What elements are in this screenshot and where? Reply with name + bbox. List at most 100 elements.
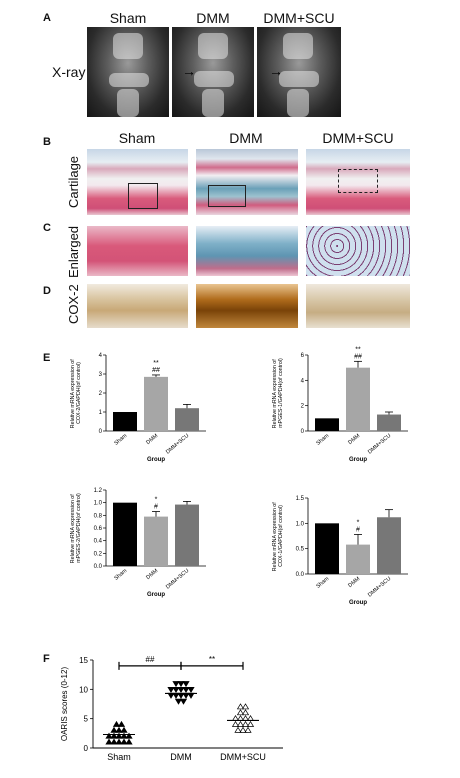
- x-tick-label: DMM+SCU: [367, 433, 392, 456]
- chart-oaris: OARIS scores (0-12) 0 5 10 15 Sham DMM DMM+SCU #…: [60, 655, 283, 762]
- bar-dmm-scu: [377, 517, 401, 574]
- y-tick-label: 1.2: [94, 488, 103, 494]
- x-tick-label: DMM+SCU: [220, 752, 266, 762]
- cartilage-image-dmm-scu: [306, 149, 410, 215]
- y-tick-label: 0.4: [94, 539, 103, 545]
- panel-b-row-label: Cartilage: [66, 155, 81, 208]
- enlarged-image-sham: [87, 226, 188, 276]
- x-axis-label: Group: [147, 592, 165, 598]
- data-point-sham: [125, 738, 133, 745]
- data-point-sham: [120, 732, 128, 739]
- data-point-dmm: [179, 698, 188, 705]
- bar-dmm-scu: [175, 408, 199, 431]
- significance-label: *: [155, 497, 158, 504]
- panel-a-col-sham: Sham: [109, 10, 147, 26]
- data-point-sham: [105, 732, 113, 739]
- bar-sham: [315, 418, 339, 431]
- bar-sham: [113, 412, 137, 431]
- bar-dmm: [144, 516, 168, 566]
- significance-label: **: [209, 655, 215, 664]
- cox2-image-sham: [87, 284, 188, 328]
- x-axis-label: Group: [147, 457, 165, 463]
- data-point-dmm: [172, 681, 180, 688]
- bar-sham: [113, 502, 137, 566]
- data-point-dmm-scu: [239, 726, 247, 733]
- data-point-dmm: [187, 686, 195, 694]
- panel-c-letter: C: [43, 222, 51, 234]
- data-point-dmm: [182, 681, 190, 688]
- y-tick-label: 2: [99, 391, 103, 397]
- x-tick-label: DMM: [347, 576, 361, 589]
- data-point-dmm: [172, 686, 180, 694]
- data-point-dmm: [167, 686, 175, 694]
- x-tick-label: DMM: [347, 433, 361, 446]
- significance-label: #: [154, 504, 158, 511]
- data-point-dmm-scu: [236, 720, 245, 727]
- y-tick-label: 1.0: [94, 501, 103, 507]
- bar-dmm: [346, 367, 370, 431]
- significance-label: ##: [152, 367, 160, 374]
- x-tick-label: Sham: [113, 568, 128, 582]
- significance-label: *: [357, 519, 360, 526]
- bar-sham: [315, 523, 339, 574]
- y-tick-label: 6: [301, 353, 305, 359]
- arrow-icon: →: [182, 63, 196, 79]
- data-point-dmm: [177, 686, 185, 694]
- y-axis-label: Relative mRNA expression of COX-1/GAPDH(…: [272, 501, 284, 571]
- x-tick-label: DMM+SCU: [165, 433, 190, 456]
- data-point-dmm-scu: [241, 709, 250, 716]
- x-axis-label: Group: [349, 457, 367, 463]
- data-point-dmm-scu: [231, 720, 240, 727]
- data-point-dmm-scu: [246, 720, 255, 727]
- chart-cox2: Relative mRNA expression of COX-2/GAPDH(…: [70, 353, 206, 463]
- y-tick-label: 1.5: [296, 496, 305, 502]
- panel-d-letter: D: [43, 285, 51, 297]
- y-tick-label: 10: [79, 685, 88, 694]
- enlarged-image-dmm: [196, 226, 298, 276]
- chart-cox1: Relative mRNA expression of COX-1/GAPDH(…: [272, 496, 408, 606]
- panel-a-col-dmm: DMM: [196, 10, 230, 26]
- data-point-dmm-scu: [236, 703, 245, 710]
- data-point-dmm: [174, 698, 183, 705]
- bar-dmm-scu: [175, 504, 199, 566]
- data-point-sham: [110, 726, 118, 733]
- y-tick-label: 4: [99, 353, 103, 359]
- data-point-sham: [120, 738, 128, 745]
- data-point-sham: [105, 738, 113, 745]
- y-tick-label: 0: [99, 429, 103, 435]
- data-point-sham: [120, 726, 128, 733]
- y-axis-label: OARIS scores (0-12): [60, 667, 69, 742]
- y-tick-label: 1: [99, 410, 103, 416]
- y-tick-label: 0.2: [94, 551, 103, 557]
- y-axis-label: Relative mRNA expression of COX-2/GAPDH(…: [70, 358, 82, 428]
- y-tick-label: 3: [99, 372, 103, 378]
- y-tick-label: 1.0: [296, 521, 305, 527]
- cartilage-image-dmm: [196, 149, 298, 215]
- significance-label: ##: [146, 655, 155, 664]
- xray-image-dmm: →: [172, 27, 254, 117]
- x-tick-label: DMM: [145, 433, 159, 446]
- panel-a-letter: A: [43, 12, 51, 24]
- data-point-sham: [115, 726, 123, 733]
- y-tick-label: 0.0: [94, 564, 103, 570]
- x-tick-label: DMM: [170, 752, 192, 762]
- panel-b-col-dmm: DMM: [229, 130, 263, 146]
- data-point-dmm-scu: [241, 703, 250, 710]
- x-tick-label: Sham: [107, 752, 131, 762]
- data-point-dmm-scu: [241, 720, 250, 727]
- y-axis-label: Relative mRNA expression of mPGES-2/GAPD…: [70, 493, 82, 563]
- y-tick-label: 0.0: [296, 572, 305, 578]
- xray-image-dmm-scu: →: [257, 27, 341, 117]
- y-tick-label: 5: [84, 715, 89, 724]
- arrow-icon: →: [269, 63, 283, 79]
- enlarged-image-dmm-scu: [306, 226, 410, 276]
- x-tick-label: Sham: [315, 576, 330, 590]
- data-point-sham: [125, 732, 133, 739]
- bar-dmm: [144, 376, 168, 431]
- panel-f-letter: F: [43, 653, 50, 665]
- significance-label: **: [355, 346, 361, 353]
- panel-a-row-label: X-ray: [52, 64, 86, 80]
- y-tick-label: 0.5: [296, 547, 305, 553]
- chart-mpges2: Relative mRNA expression of mPGES-2/GAPD…: [70, 488, 206, 598]
- data-point-sham: [110, 732, 118, 739]
